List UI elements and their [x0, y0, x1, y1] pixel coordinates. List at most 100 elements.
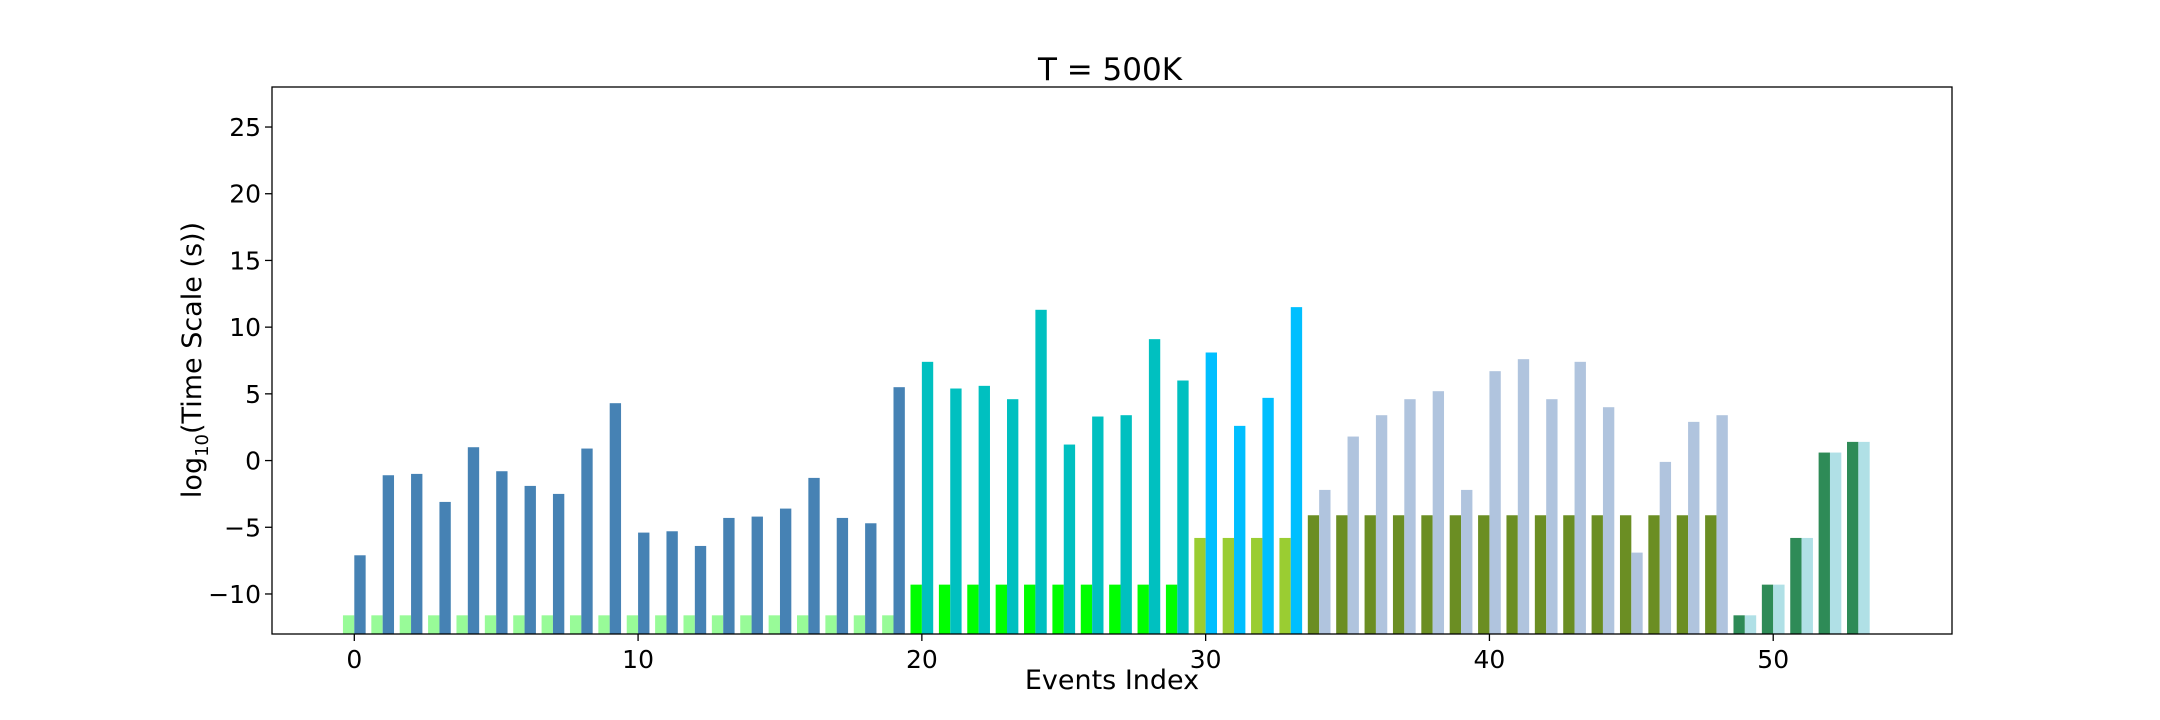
bar-series-1-event-29 — [1165, 584, 1178, 634]
bar-series-1-event-47 — [1676, 515, 1689, 634]
bar-series-2-event-10 — [638, 532, 650, 634]
x-axis-ticks: 0 10 20 30 40 50 — [346, 634, 1789, 674]
bar-series-2-event-38 — [1432, 391, 1445, 634]
bar-series-1-event-25 — [1052, 584, 1064, 634]
bar-series-2-event-39 — [1461, 489, 1473, 634]
bar-series-2-event-15 — [779, 508, 792, 634]
bar-series-2-event-16 — [808, 477, 820, 634]
bar-series-1-event-10 — [626, 615, 639, 634]
bar-series-2-event-23 — [1007, 399, 1019, 634]
bar-series-1-event-15 — [768, 615, 780, 634]
bar-series-1-event-16 — [797, 615, 809, 634]
x-tick-label: 10 — [622, 645, 654, 674]
bar-series-2-event-11 — [666, 531, 678, 634]
bar-series-2-event-17 — [836, 517, 849, 634]
bar-series-2-event-53 — [1858, 441, 1870, 634]
bar-series-2-event-0 — [354, 555, 366, 634]
x-tick-label: 0 — [346, 645, 362, 674]
bar-series-2-event-43 — [1574, 361, 1586, 634]
y-axis-label-rest: (Time Scale (s)) — [177, 222, 208, 434]
bar-series-2-event-31 — [1234, 425, 1246, 634]
bar-series-1-event-33 — [1279, 537, 1291, 634]
bar-series-1-event-20 — [910, 584, 922, 634]
y-tick-label: −10 — [208, 580, 261, 609]
bar-series-1-event-4 — [456, 615, 468, 634]
bar-series-2-event-50 — [1773, 584, 1785, 634]
bar-series-2-event-19 — [893, 387, 905, 634]
y-tick-label: 15 — [229, 246, 261, 275]
bar-series-1-event-48 — [1705, 515, 1717, 634]
bar-series-2-event-41 — [1517, 359, 1530, 634]
bar-series-1-event-18 — [853, 615, 866, 634]
bar-series-1-event-17 — [825, 615, 837, 634]
bar-series-2-event-47 — [1688, 421, 1700, 634]
y-axis-label-subscript: 10 — [192, 434, 213, 457]
bar-series-1-event-50 — [1761, 584, 1774, 634]
bar-series-2-event-18 — [865, 523, 877, 634]
x-tick-label: 50 — [1757, 645, 1789, 674]
bar-series-2-event-4 — [467, 447, 480, 634]
bar-series-2-event-5 — [496, 471, 508, 634]
bar-series-2-event-27 — [1120, 415, 1132, 634]
bar-series-1-event-32 — [1251, 537, 1263, 634]
bar-series-2-event-3 — [439, 501, 451, 634]
bar-series-2-event-40 — [1489, 371, 1501, 634]
bar-series-2-event-46 — [1659, 461, 1672, 634]
bars-layer — [342, 307, 1870, 634]
bar-series-2-event-45 — [1631, 552, 1643, 634]
bar-series-2-event-13 — [723, 517, 735, 634]
bar-series-1-event-34 — [1307, 515, 1320, 634]
bar-series-2-event-24 — [1035, 309, 1047, 634]
bar-series-2-event-8 — [581, 448, 593, 634]
bar-series-1-event-7 — [541, 615, 553, 634]
bar-series-2-event-26 — [1092, 416, 1104, 634]
bar-series-1-event-14 — [740, 615, 752, 634]
chart-title: T = 500K — [1037, 52, 1183, 88]
bar-series-1-event-28 — [1137, 584, 1149, 634]
bar-series-2-event-42 — [1546, 399, 1558, 634]
bar-series-1-event-9 — [598, 615, 610, 634]
bar-series-2-event-7 — [552, 493, 565, 634]
y-tick-label: −5 — [224, 513, 261, 542]
bar-series-1-event-36 — [1364, 515, 1376, 634]
x-tick-label: 40 — [1474, 645, 1506, 674]
y-axis-ticks: −10 −5 0 5 10 15 20 25 — [208, 113, 272, 609]
bar-series-1-event-30 — [1194, 537, 1206, 634]
bar-series-2-event-36 — [1375, 415, 1388, 634]
x-tick-label: 30 — [1190, 645, 1222, 674]
bar-series-2-event-6 — [524, 485, 536, 634]
bar-series-1-event-31 — [1222, 537, 1235, 634]
bar-series-1-event-12 — [683, 615, 695, 634]
bar-series-1-event-6 — [513, 615, 525, 634]
y-tick-label: 25 — [229, 113, 261, 142]
y-tick-label: 10 — [229, 313, 261, 342]
bar-series-1-event-46 — [1648, 515, 1660, 634]
bar-series-1-event-0 — [342, 615, 355, 634]
bar-series-1-event-42 — [1534, 515, 1547, 634]
bar-series-1-event-43 — [1563, 515, 1575, 634]
y-tick-label: 20 — [229, 180, 261, 209]
bar-series-1-event-8 — [569, 615, 582, 634]
bar-series-1-event-23 — [995, 584, 1007, 634]
bar-series-1-event-39 — [1449, 515, 1462, 634]
bar-series-2-event-32 — [1262, 397, 1274, 634]
bar-series-1-event-1 — [371, 615, 383, 634]
bar-series-1-event-49 — [1733, 615, 1745, 634]
bar-series-2-event-34 — [1319, 489, 1331, 634]
bar-series-1-event-11 — [655, 615, 667, 634]
bar-series-2-event-21 — [950, 388, 962, 634]
bar-series-1-event-19 — [882, 615, 894, 634]
bar-series-1-event-21 — [938, 584, 951, 634]
bar-series-2-event-12 — [694, 545, 707, 634]
bar-series-1-event-44 — [1591, 515, 1603, 634]
bar-series-2-event-20 — [921, 361, 934, 634]
bar-series-1-event-27 — [1109, 584, 1121, 634]
bar-series-2-event-33 — [1290, 307, 1303, 634]
y-axis-label-log: log — [177, 457, 208, 498]
bar-series-2-event-49 — [1744, 615, 1757, 634]
bar-series-1-event-37 — [1392, 515, 1405, 634]
bar-series-1-event-41 — [1506, 515, 1518, 634]
bar-series-2-event-28 — [1148, 339, 1161, 634]
bar-series-2-event-35 — [1347, 436, 1359, 634]
